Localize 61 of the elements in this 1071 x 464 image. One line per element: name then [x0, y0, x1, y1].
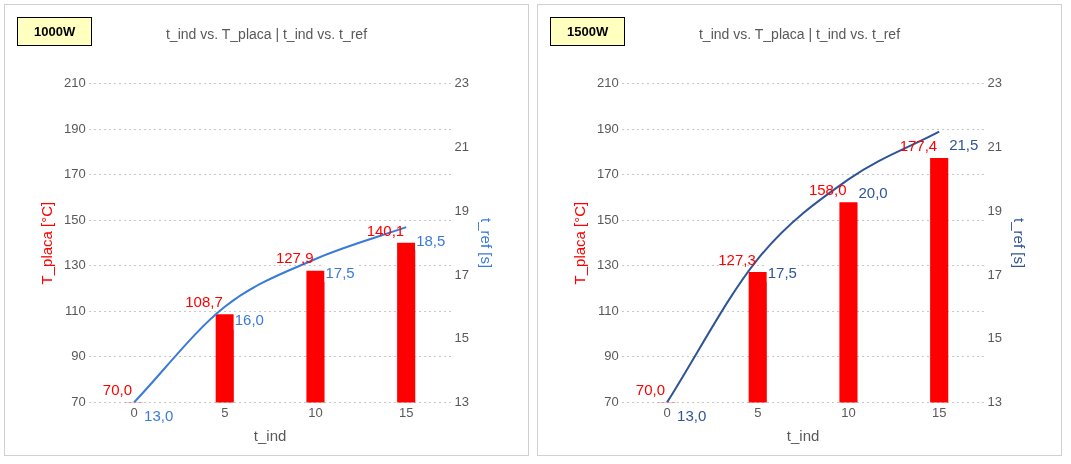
y-tick-label: 150 — [596, 211, 619, 227]
data-label: 20,0 — [858, 184, 888, 202]
x-tick-label: 10 — [308, 404, 323, 420]
x-tick-label: 0 — [130, 404, 138, 420]
data-label: 70,0 — [635, 381, 666, 399]
y2-tick-label: 19 — [987, 202, 1003, 218]
y2-tick-label: 15 — [987, 330, 1003, 346]
data-label: 16,0 — [234, 311, 264, 329]
x-tick-label: 15 — [398, 404, 414, 420]
y2-tick-label: 17 — [987, 266, 1003, 282]
y-tick-label: 130 — [596, 257, 619, 273]
chart-title: t_ind vs. T_placa | t_ind vs. t_ref — [165, 26, 368, 43]
line-series — [666, 130, 941, 403]
y-axis-title: T_placa [°C] — [571, 201, 589, 285]
y-tick-label: 150 — [63, 211, 86, 227]
y-tick-label: 70 — [604, 393, 619, 409]
y2-tick-label: 21 — [454, 139, 470, 155]
y-tick-label: 210 — [63, 75, 86, 91]
y2-tick-label: 13 — [454, 393, 470, 409]
x-tick-label: 15 — [931, 404, 947, 420]
text: 1500W — [550, 17, 626, 46]
y2-tick-label: 23 — [987, 75, 1003, 91]
y-tick-label: 130 — [63, 257, 86, 273]
x-tick-label: 10 — [841, 404, 856, 420]
y-tick-label: 170 — [596, 166, 619, 182]
y2-axis-title: t_ref [s] — [477, 218, 495, 269]
y2-tick-label: 15 — [454, 330, 470, 346]
y-tick-label: 90 — [604, 348, 619, 364]
data-label: 127,9 — [275, 249, 314, 267]
text: 1000W — [17, 17, 93, 46]
data-label: 17,5 — [767, 263, 797, 281]
y-axis-title: T_placa [°C] — [38, 201, 56, 285]
data-label: 70,0 — [102, 381, 133, 399]
x-tick-label: 0 — [663, 404, 671, 420]
y2-tick-label: 13 — [987, 393, 1003, 409]
data-label: 13,0 — [144, 407, 174, 425]
data-label: 127,3 — [718, 250, 756, 268]
x-tick-label: 5 — [221, 404, 229, 420]
y2-tick-label: 23 — [454, 75, 470, 91]
data-label: 21,5 — [949, 136, 979, 154]
y2-tick-label: 19 — [454, 202, 470, 218]
y-tick-label: 210 — [596, 75, 619, 91]
y-tick-label: 90 — [71, 348, 86, 364]
x-axis-title: t_ind — [253, 427, 287, 445]
data-label: 13,0 — [677, 407, 707, 425]
y-tick-label: 190 — [63, 120, 86, 136]
y-tick-label: 110 — [597, 302, 619, 318]
data-label: 17,5 — [325, 263, 355, 281]
y2-tick-label: 17 — [454, 266, 470, 282]
y-tick-label: 110 — [64, 302, 86, 318]
y-tick-label: 190 — [596, 120, 619, 136]
y2-axis-title: t_ref [s] — [1010, 218, 1028, 269]
line-series — [133, 226, 408, 403]
x-axis-title: t_ind — [786, 427, 820, 445]
y-tick-label: 70 — [71, 393, 86, 409]
x-tick-label: 5 — [754, 404, 762, 420]
y2-tick-label: 21 — [987, 139, 1003, 155]
y-tick-label: 170 — [63, 166, 86, 182]
chart-title: t_ind vs. T_placa | t_ind vs. t_ref — [698, 26, 901, 43]
data-label: 108,7 — [185, 292, 223, 310]
data-label: 18,5 — [416, 231, 446, 249]
